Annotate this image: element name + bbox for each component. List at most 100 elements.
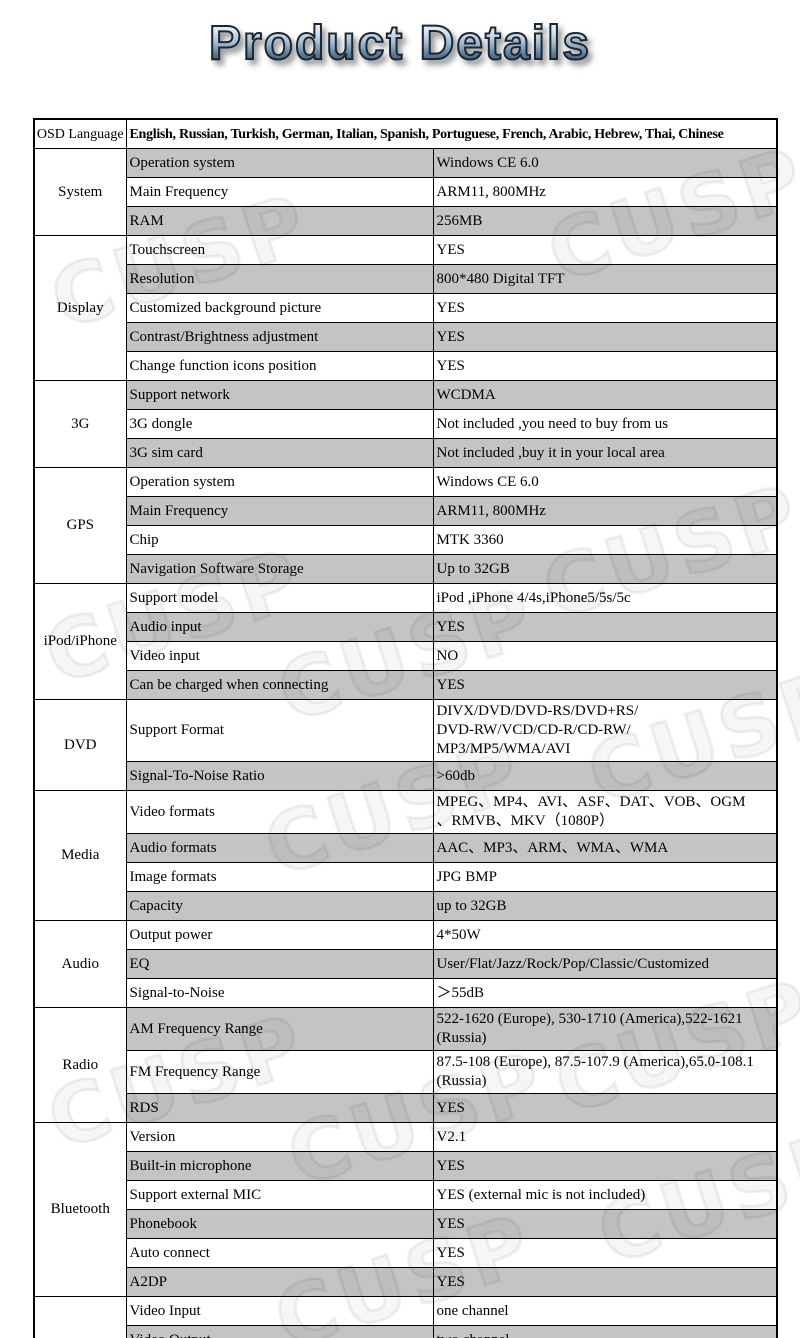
spec-label: Support external MIC <box>125 1180 434 1210</box>
table-row: Customized background picture YES <box>34 293 778 323</box>
spec-value: YES <box>432 612 778 642</box>
section-label: Audio <box>33 920 127 1008</box>
spec-value: User/Flat/Jazz/Rock/Pop/Classic/Customiz… <box>432 949 778 979</box>
section-label: GPS <box>33 467 127 584</box>
spec-value: >60db <box>432 761 778 791</box>
section-media: Media Video formats MPEG、MP4、AVI、ASF、DAT、V… <box>33 790 778 921</box>
spec-value: YES <box>432 670 778 700</box>
spec-value: YES <box>432 1093 778 1123</box>
spec-label: AM Frequency Range <box>125 1007 434 1051</box>
table-row: 3G dongle Not included ,you need to buy f… <box>34 409 778 439</box>
header-row: OSD Language English, Russian, Turkish, … <box>33 118 778 149</box>
spec-label: Support network <box>125 380 434 410</box>
spec-value: V2.1 <box>432 1122 778 1152</box>
table-row: Navigation Software Storage Up to 32GB <box>34 554 778 584</box>
spec-value: YES <box>432 351 778 381</box>
spec-label: Contrast/Brightness adjustment <box>125 322 434 352</box>
spec-value: JPG BMP <box>432 862 778 892</box>
spec-value: WCDMA <box>432 380 778 410</box>
table-row: 3G sim card Not included ,buy it in your … <box>34 438 778 468</box>
spec-value: iPod ,iPhone 4/4s,iPhone5/5s/5c <box>432 583 778 613</box>
section-label: Bluetooth <box>33 1122 127 1297</box>
spec-value: YES <box>432 235 778 265</box>
spec-label: Support Format <box>125 699 434 762</box>
spec-value: 800*480 Digital TFT <box>432 264 778 294</box>
section-label: DVD <box>33 699 127 791</box>
spec-value: YES <box>432 293 778 323</box>
section-radio: Radio AM Frequency Range 522-1620 (Europe)… <box>33 1007 778 1123</box>
spec-label: Change function icons position <box>125 351 434 381</box>
spec-label: Customized background picture <box>125 293 434 323</box>
spec-value: YES <box>432 1209 778 1239</box>
table-row: Image formats JPG BMP <box>34 862 778 892</box>
spec-label: A2DP <box>125 1267 434 1297</box>
spec-label: Resolution <box>125 264 434 294</box>
table-row: Audio input YES <box>34 612 778 642</box>
spec-value: 87.5-108 (Europe), 87.5-107.9 (America),… <box>432 1050 778 1094</box>
section-system: System Operation system Windows CE 6.0 Main… <box>33 148 778 236</box>
table-row: Radio AM Frequency Range 522-1620 (Europe)… <box>33 1007 778 1123</box>
spec-label: Capacity <box>125 891 434 921</box>
table-row: Resolution 800*480 Digital TFT <box>34 264 778 294</box>
spec-value: Windows CE 6.0 <box>432 467 778 497</box>
spec-value: AAC、MP3、ARM、WMA、WMA <box>432 833 778 863</box>
spec-value: Not included ,buy it in your local area <box>432 438 778 468</box>
section-label: System <box>33 148 127 236</box>
spec-value: ARM11, 800MHz <box>432 496 778 526</box>
spec-label: Navigation Software Storage <box>125 554 434 584</box>
table-row: Can be charged when connecting YES <box>34 670 778 700</box>
table-row: System Operation system Windows CE 6.0 <box>33 148 778 236</box>
spec-label: Video Output <box>125 1325 434 1338</box>
spec-value: YES <box>432 322 778 352</box>
table-row: Capacity up to 32GB <box>34 891 778 921</box>
section-label: Input&outut <box>33 1296 127 1338</box>
spec-label: Image formats <box>125 862 434 892</box>
spec-value: YES <box>432 1238 778 1268</box>
page-title: Product Details <box>208 16 592 71</box>
section-label: Radio <box>33 1007 127 1123</box>
spec-label: Version <box>125 1122 434 1152</box>
spec-label: FM Frequency Range <box>125 1050 434 1094</box>
page-title-banner: Product Details <box>0 16 800 71</box>
section-label: Media <box>33 790 127 921</box>
section-label: iPod/iPhone <box>33 583 127 700</box>
table-row: iPod/iPhone Support model iPod ,iPhone 4/4… <box>33 583 778 700</box>
spec-label: Phonebook <box>125 1209 434 1239</box>
spec-value: one channel <box>432 1296 778 1326</box>
spec-label: Main Frequency <box>125 177 434 207</box>
spec-value: up to 32GB <box>432 891 778 921</box>
section-gps: GPS Operation system Windows CE 6.0 Main Fr… <box>33 467 778 584</box>
table-row: Contrast/Brightness adjustment YES <box>34 322 778 352</box>
spec-value: 4*50W <box>432 920 778 950</box>
section-dvd: DVD Support Format DIVX/DVD/DVD-RS/DVD+RS/… <box>33 699 778 791</box>
table-row: Audio formats AAC、MP3、ARM、WMA、WMA <box>34 833 778 863</box>
osd-language-value: English, Russian, Turkish, German, Itali… <box>125 118 778 149</box>
spec-value: DIVX/DVD/DVD-RS/DVD+RS/ DVD-RW/VCD/CD-R/… <box>432 699 778 762</box>
section-bluetooth: Bluetooth Version V2.1 Built-in microphone Y… <box>33 1122 778 1297</box>
section-ipod-iphone: iPod/iPhone Support model iPod ,iPhone 4/4… <box>33 583 778 700</box>
osd-language-label: OSD Language <box>33 118 127 149</box>
table-row: Video input NO <box>34 641 778 671</box>
section-label: 3G <box>33 380 127 468</box>
spec-label: Built-in microphone <box>125 1151 434 1181</box>
section-audio: Audio Output power 4*50W EQ User/Flat/Jazz/R… <box>33 920 778 1008</box>
section-display: Display Touchscreen YES Resolution 800*480 D… <box>33 235 778 381</box>
table-row: Media Video formats MPEG、MP4、AVI、ASF、DAT、V… <box>33 790 778 921</box>
spec-value: NO <box>432 641 778 671</box>
spec-label: Can be charged when connecting <box>125 670 434 700</box>
spec-label: Main Frequency <box>125 496 434 526</box>
table-row: 3G Support network WCDMA <box>33 380 778 468</box>
spec-label: Video Input <box>125 1296 434 1326</box>
spec-label: Output power <box>125 920 434 950</box>
spec-label: Signal-To-Noise Ratio <box>125 761 434 791</box>
table-row: Main Frequency ARM11, 800MHz <box>34 177 778 207</box>
table-row: Built-in microphone YES <box>34 1151 778 1181</box>
spec-label: Audio formats <box>125 833 434 863</box>
spec-label: Audio input <box>125 612 434 642</box>
spec-table: OSD Language English, Russian, Turkish, … <box>33 118 778 1338</box>
spec-label: Chip <box>125 525 434 555</box>
table-row: EQ User/Flat/Jazz/Rock/Pop/Classic/Custom… <box>34 949 778 979</box>
table-row: Display Touchscreen YES <box>33 235 778 381</box>
